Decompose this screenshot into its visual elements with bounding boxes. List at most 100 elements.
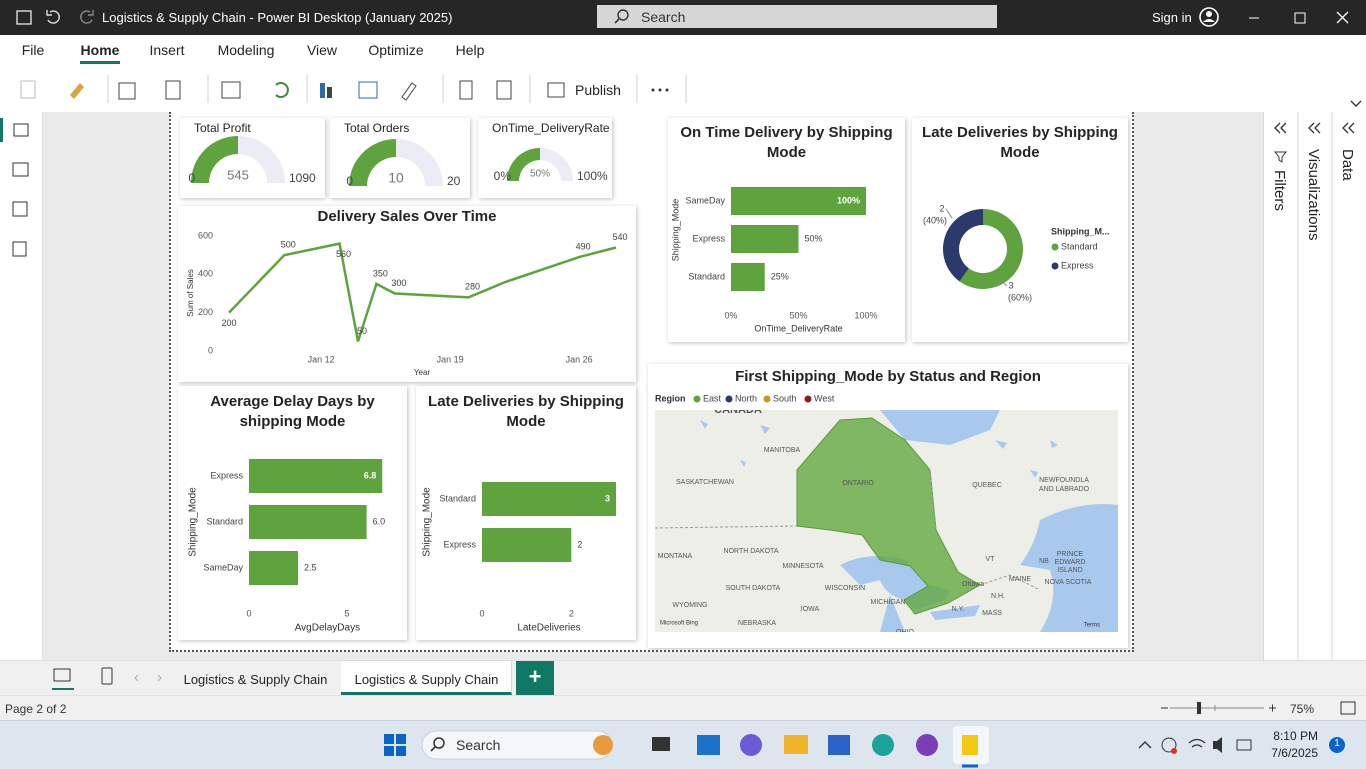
data-label: 25% bbox=[771, 271, 789, 281]
github[interactable] bbox=[916, 734, 938, 756]
gauge-value bbox=[349, 139, 396, 186]
dax-view[interactable] bbox=[12, 241, 27, 257]
search-box[interactable]: Search bbox=[597, 5, 997, 28]
pane-collapse[interactable] bbox=[1308, 122, 1321, 134]
pane-collapse[interactable] bbox=[1274, 122, 1287, 134]
transform-data[interactable] bbox=[221, 81, 241, 99]
ribbon: Publish bbox=[0, 65, 1366, 113]
bar bbox=[249, 551, 298, 585]
publish[interactable]: Publish bbox=[575, 82, 621, 98]
map: CANADA MANITOBA SASKATCHEWAN ONTARIO QUEBEC N… bbox=[655, 410, 1118, 632]
visual-title-box: On Time Delivery by Shipping Mode bbox=[680, 124, 893, 161]
desktop-layout[interactable] bbox=[53, 668, 71, 682]
clock-date: 7/6/2025 bbox=[1271, 746, 1318, 760]
donut-slice bbox=[943, 209, 983, 282]
gauge-min: 0% bbox=[494, 169, 512, 183]
start-button[interactable] bbox=[384, 734, 406, 756]
view-icons bbox=[0, 118, 29, 257]
map-water bbox=[880, 595, 905, 632]
gauge-title: Total Profit bbox=[194, 121, 251, 135]
tab-scroll[interactable] bbox=[134, 674, 162, 682]
notification-badge[interactable] bbox=[1329, 737, 1345, 753]
map-place: WYOMING bbox=[673, 602, 708, 609]
legend-label: North bbox=[735, 393, 757, 403]
redo-icon bbox=[80, 10, 94, 24]
title-icons bbox=[16, 10, 94, 25]
report-view[interactable] bbox=[13, 123, 29, 137]
mobile-layout[interactable] bbox=[101, 667, 113, 685]
page-tab-label: Logistics & Supply Chain bbox=[183, 672, 328, 687]
side-panes: Filters Visualizations Data bbox=[1263, 112, 1366, 660]
new-measure[interactable] bbox=[459, 80, 473, 100]
bar bbox=[249, 459, 383, 493]
leader-line bbox=[999, 279, 1008, 287]
widgets[interactable] bbox=[697, 735, 720, 755]
visual-title-box: Late Deliveries by Shipping Mode bbox=[428, 393, 624, 430]
page-tab[interactable]: Logistics & Supply Chain bbox=[341, 661, 512, 695]
x-axis-title: AvgDelayDays bbox=[295, 623, 360, 634]
legend-label: Standard bbox=[1061, 241, 1098, 251]
text-box[interactable] bbox=[358, 81, 378, 99]
edge[interactable] bbox=[872, 734, 894, 756]
explorer[interactable] bbox=[784, 735, 808, 754]
y-tick-label: 600 bbox=[198, 230, 213, 240]
fit-page[interactable] bbox=[1340, 701, 1356, 715]
menu-item[interactable]: Help bbox=[455, 42, 485, 58]
menu-item[interactable]: Modeling bbox=[217, 42, 275, 58]
more-options[interactable] bbox=[651, 88, 669, 92]
task-view[interactable] bbox=[652, 737, 670, 751]
x-tick-label: 5 bbox=[344, 608, 349, 618]
legend-title: Region bbox=[655, 393, 686, 403]
taskbar-search[interactable] bbox=[421, 730, 613, 760]
data-label: 300 bbox=[391, 278, 406, 288]
menu-item[interactable]: Insert bbox=[149, 42, 185, 58]
pane-collapse[interactable] bbox=[1342, 122, 1355, 134]
collapse-ribbon[interactable] bbox=[1350, 100, 1362, 107]
gauge-title: OnTime_DeliveryRate bbox=[492, 121, 610, 135]
menu-item[interactable]: View bbox=[306, 42, 338, 58]
visual-title: On Time Delivery by Shipping Mode bbox=[680, 124, 893, 161]
new-visual[interactable] bbox=[320, 83, 325, 98]
store[interactable] bbox=[828, 735, 850, 755]
map-place: N.Y. bbox=[952, 606, 965, 613]
visual-title: Average Delay Days by shipping Mode bbox=[210, 393, 375, 430]
leader-line bbox=[945, 208, 953, 219]
close[interactable] bbox=[1336, 11, 1349, 24]
save-icon[interactable] bbox=[16, 10, 32, 25]
maximize[interactable] bbox=[1294, 12, 1306, 24]
map-terms: Terms bbox=[1084, 623, 1100, 629]
map-place: MICHIGAN bbox=[871, 599, 906, 606]
page-tab[interactable]: Logistics & Supply Chain bbox=[170, 661, 342, 695]
map-place: NORTH DAKOTA bbox=[724, 548, 779, 555]
visual-title: Late Deliveries by Shipping Mode bbox=[922, 124, 1118, 161]
get-data[interactable] bbox=[118, 82, 136, 100]
x-tick-label: 0% bbox=[724, 310, 737, 320]
menu-item[interactable]: Optimize bbox=[368, 42, 424, 58]
model-view[interactable] bbox=[12, 201, 28, 217]
account-icon[interactable] bbox=[1199, 7, 1219, 27]
map-attribution: Microsoft Bing bbox=[660, 621, 698, 627]
map-place: N.H. bbox=[991, 593, 1005, 600]
publish-icon[interactable] bbox=[547, 82, 565, 98]
menu-item[interactable]: File bbox=[21, 42, 45, 58]
menu-item[interactable]: Home bbox=[80, 42, 120, 58]
undo-icon[interactable] bbox=[46, 10, 60, 24]
category-label: Express bbox=[692, 233, 725, 243]
table-view[interactable] bbox=[12, 162, 29, 177]
add-page[interactable]: + bbox=[516, 661, 554, 695]
recent-sources[interactable] bbox=[165, 80, 181, 100]
pane-label[interactable]: Data bbox=[1339, 149, 1356, 181]
map-place: AND LABRADO bbox=[1039, 486, 1090, 493]
pane-label[interactable]: Visualizations bbox=[1305, 149, 1322, 241]
zoom-slider[interactable] bbox=[1150, 696, 1366, 721]
y-axis-title: Shipping_Mode bbox=[188, 487, 199, 557]
teams[interactable] bbox=[740, 734, 762, 756]
legend-marker bbox=[763, 395, 771, 403]
taskbar-icons bbox=[384, 726, 1345, 768]
more-visuals[interactable] bbox=[401, 82, 417, 101]
paste-icon bbox=[20, 80, 36, 99]
sign-in[interactable]: Sign in bbox=[1152, 10, 1192, 25]
pane-label[interactable]: Filters bbox=[1271, 170, 1288, 211]
refresh[interactable] bbox=[275, 82, 289, 98]
quick-measure[interactable] bbox=[496, 80, 512, 100]
